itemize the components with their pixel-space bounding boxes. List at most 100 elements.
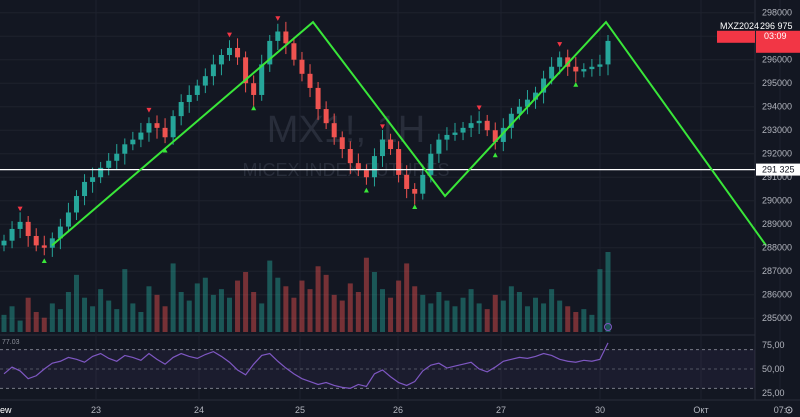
candle-body <box>307 73 313 88</box>
buy-signal-marker <box>573 82 579 87</box>
candle-body <box>106 160 112 168</box>
volume-bar <box>444 300 450 332</box>
candle-body <box>49 238 55 248</box>
buy-signal-marker <box>251 105 257 111</box>
volume-bar <box>41 317 47 332</box>
volume-bar <box>492 294 498 332</box>
volume-bar <box>549 289 555 332</box>
candle-body <box>218 55 224 65</box>
buy-signal-marker <box>41 258 47 264</box>
volume-bar <box>194 283 200 332</box>
volume-layer <box>1 252 611 332</box>
price-tick-label: 289000 <box>762 219 792 229</box>
volume-bar <box>25 297 31 332</box>
price-axis[interactable]: 2980002970002960002950002940002930002920… <box>762 8 792 324</box>
volume-bar <box>484 309 490 332</box>
volume-bar <box>106 300 112 332</box>
candle-body <box>178 102 184 117</box>
candle-body <box>460 127 466 133</box>
candle-body <box>226 47 232 56</box>
candle-body <box>90 177 96 182</box>
date-axis[interactable]: 23 24 25 26 27 30 Окт 07: <box>91 405 786 415</box>
volume-bar <box>130 303 136 332</box>
candle-body <box>500 127 506 142</box>
buy-signal-marker <box>162 147 168 153</box>
volume-bar <box>202 277 208 332</box>
candle-body <box>388 139 394 150</box>
buy-signal-marker <box>412 204 418 209</box>
last-price-box <box>756 30 800 53</box>
volume-bar <box>98 289 104 332</box>
candle-body <box>581 69 587 72</box>
rsi-tick-label: 25,00 <box>762 388 785 398</box>
candle-body <box>516 106 522 114</box>
rsi-band <box>0 349 755 389</box>
candle-body <box>363 170 369 178</box>
candle-body <box>82 181 88 197</box>
volume-bar <box>73 274 79 332</box>
candle-body <box>251 83 257 95</box>
symbol-tag-text: MXZ2024 <box>720 21 759 31</box>
date-tick-label: 07: <box>774 405 787 415</box>
candle-body <box>404 174 410 189</box>
candle-body <box>235 47 241 58</box>
candle-body <box>323 109 329 124</box>
volume-bar <box>323 274 329 332</box>
volume-bar <box>235 280 241 332</box>
volume-bar <box>380 289 386 332</box>
symbol-tag-box <box>717 30 755 43</box>
volume-bar <box>339 300 345 332</box>
volume-bar <box>49 303 55 332</box>
candle-body <box>331 123 337 138</box>
candle-body <box>194 85 200 95</box>
candle-body <box>130 139 136 145</box>
event-icon[interactable] <box>604 323 612 331</box>
last-price-value: 296 975 <box>760 21 793 31</box>
rsi-layer: 77.03 ew <box>0 339 755 415</box>
date-tick-label: Окт <box>693 405 708 415</box>
volume-bar <box>146 286 152 332</box>
candle-body <box>267 40 273 65</box>
candle-body <box>25 221 31 236</box>
rsi-line <box>3 342 609 389</box>
candle-body <box>355 163 361 171</box>
candle-body <box>138 132 144 140</box>
volume-bar <box>299 280 305 332</box>
candle-body <box>541 78 547 93</box>
candle-body <box>154 123 160 128</box>
settings-icon[interactable] <box>785 406 793 414</box>
volume-bar <box>315 266 321 332</box>
volume-bar <box>347 283 353 332</box>
price-tick-label: 288000 <box>762 243 792 253</box>
rsi-axis[interactable]: 75,00 50,00 25,00 <box>762 340 785 398</box>
volume-bar <box>307 289 313 332</box>
volume-bar <box>412 286 418 332</box>
candle-body <box>476 120 482 124</box>
pattern-trend-line[interactable] <box>51 20 767 247</box>
volume-bar <box>355 292 361 332</box>
rsi-left-label: 77.03 <box>2 339 20 346</box>
candle-body <box>275 31 281 41</box>
signal-marker-layer <box>17 16 579 264</box>
buy-signal-marker <box>492 152 498 158</box>
candle-body <box>33 235 39 246</box>
volume-bar <box>396 280 402 332</box>
price-tick-label: 295000 <box>762 78 792 88</box>
candle-body <box>412 188 418 194</box>
volume-bar <box>243 272 249 332</box>
volume-bar <box>476 303 482 332</box>
volume-bar <box>122 269 128 332</box>
volume-bar <box>331 294 337 332</box>
volume-bar <box>460 297 466 332</box>
candle-layer <box>1 21 611 257</box>
volume-bar <box>186 300 192 332</box>
rsi-tick-label: 50,00 <box>762 364 785 374</box>
sell-signal-marker <box>17 206 23 212</box>
candle-body <box>170 116 176 138</box>
date-tick-label: 30 <box>595 405 605 415</box>
volume-bar <box>275 277 281 332</box>
volume-bar <box>65 292 71 332</box>
candle-body <box>347 149 353 164</box>
candle-body <box>371 156 377 178</box>
